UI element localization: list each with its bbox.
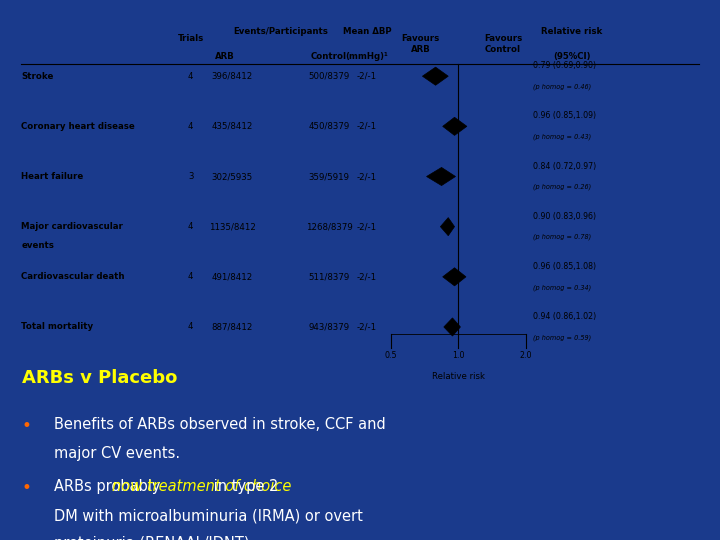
- Text: (mmHg)¹: (mmHg)¹: [346, 52, 388, 61]
- Text: major CV events.: major CV events.: [54, 447, 180, 461]
- Text: Cardiovascular death: Cardiovascular death: [22, 272, 125, 281]
- Text: proteinuria (RENAAL/IDNT): proteinuria (RENAAL/IDNT): [54, 536, 250, 540]
- Text: ARBs v Placebo: ARBs v Placebo: [22, 369, 177, 387]
- Text: Relative risk: Relative risk: [432, 372, 485, 381]
- Text: Mean ΔBP: Mean ΔBP: [343, 28, 391, 36]
- Polygon shape: [441, 218, 454, 236]
- Text: 4: 4: [188, 222, 194, 231]
- Text: -2/-1: -2/-1: [357, 72, 377, 80]
- Text: 4: 4: [188, 72, 194, 80]
- Text: in type 2: in type 2: [209, 480, 278, 495]
- Text: 0.96 (0.85,1.09): 0.96 (0.85,1.09): [533, 111, 596, 120]
- Polygon shape: [423, 67, 449, 85]
- Text: 4: 4: [188, 122, 194, 131]
- Text: 0.90 (0.83,0.96): 0.90 (0.83,0.96): [533, 212, 596, 221]
- Text: Total mortality: Total mortality: [22, 322, 94, 332]
- Text: Coronary heart disease: Coronary heart disease: [22, 122, 135, 131]
- Text: DM with microalbuminuria (IRMA) or overt: DM with microalbuminuria (IRMA) or overt: [54, 509, 363, 524]
- Text: -2/-1: -2/-1: [357, 272, 377, 281]
- Text: 2.0: 2.0: [520, 352, 532, 360]
- Polygon shape: [443, 268, 466, 286]
- Text: 3: 3: [188, 172, 194, 181]
- Text: 435/8412: 435/8412: [212, 122, 253, 131]
- Text: 4: 4: [188, 272, 194, 281]
- Text: 887/8412: 887/8412: [212, 322, 253, 332]
- Text: 491/8412: 491/8412: [212, 272, 253, 281]
- Text: events: events: [22, 241, 54, 251]
- Text: 450/8379: 450/8379: [308, 122, 349, 131]
- Text: Control: Control: [311, 52, 347, 61]
- Text: Events/Participants: Events/Participants: [233, 28, 328, 36]
- Text: 359/5919: 359/5919: [308, 172, 349, 181]
- Text: (p homog = 0.34): (p homog = 0.34): [533, 284, 591, 291]
- Text: 4: 4: [188, 322, 194, 332]
- Text: -2/-1: -2/-1: [357, 122, 377, 131]
- Text: (95%CI): (95%CI): [553, 52, 590, 61]
- Text: 302/5935: 302/5935: [212, 172, 253, 181]
- Text: (p homog = 0.43): (p homog = 0.43): [533, 133, 591, 140]
- Text: ARB: ARB: [215, 52, 235, 61]
- Text: Benefits of ARBs observed in stroke, CCF and: Benefits of ARBs observed in stroke, CCF…: [54, 417, 386, 432]
- Text: Trials: Trials: [178, 35, 204, 43]
- Text: 0.96 (0.85,1.08): 0.96 (0.85,1.08): [533, 262, 596, 271]
- Text: Major cardiovascular: Major cardiovascular: [22, 222, 123, 231]
- Text: -2/-1: -2/-1: [357, 172, 377, 181]
- Text: •: •: [22, 480, 32, 497]
- Text: 1.0: 1.0: [452, 352, 464, 360]
- Text: Heart failure: Heart failure: [22, 172, 84, 181]
- Text: 396/8412: 396/8412: [212, 72, 253, 80]
- Text: ARBs probably: ARBs probably: [54, 480, 165, 495]
- Text: 943/8379: 943/8379: [308, 322, 349, 332]
- Text: 1135/8412: 1135/8412: [209, 222, 256, 231]
- Text: Favours
Control: Favours Control: [484, 35, 522, 54]
- Text: 500/8379: 500/8379: [308, 72, 349, 80]
- Text: Favours
ARB: Favours ARB: [402, 35, 440, 54]
- Text: -2/-1: -2/-1: [357, 222, 377, 231]
- Polygon shape: [426, 167, 456, 186]
- Text: (p homog = 0.59): (p homog = 0.59): [533, 334, 591, 341]
- Text: now treatment of choice: now treatment of choice: [112, 480, 292, 495]
- Text: Relative risk: Relative risk: [541, 28, 602, 36]
- Text: 511/8379: 511/8379: [308, 272, 349, 281]
- Text: 0.84 (0.72,0.97): 0.84 (0.72,0.97): [533, 161, 596, 171]
- Text: (p homog = 0.46): (p homog = 0.46): [533, 83, 591, 90]
- Text: 0.79 (0.69,0.90): 0.79 (0.69,0.90): [533, 61, 596, 70]
- Text: 0.5: 0.5: [385, 352, 397, 360]
- Polygon shape: [444, 318, 460, 336]
- Text: (p homog = 0.78): (p homog = 0.78): [533, 234, 591, 240]
- Text: 1268/8379: 1268/8379: [305, 222, 352, 231]
- Text: •: •: [22, 417, 32, 435]
- Text: -2/-1: -2/-1: [357, 322, 377, 332]
- Text: 0.94 (0.86,1.02): 0.94 (0.86,1.02): [533, 312, 596, 321]
- Text: (p homog = 0.26): (p homog = 0.26): [533, 184, 591, 190]
- Polygon shape: [443, 117, 467, 136]
- Text: Stroke: Stroke: [22, 72, 54, 80]
